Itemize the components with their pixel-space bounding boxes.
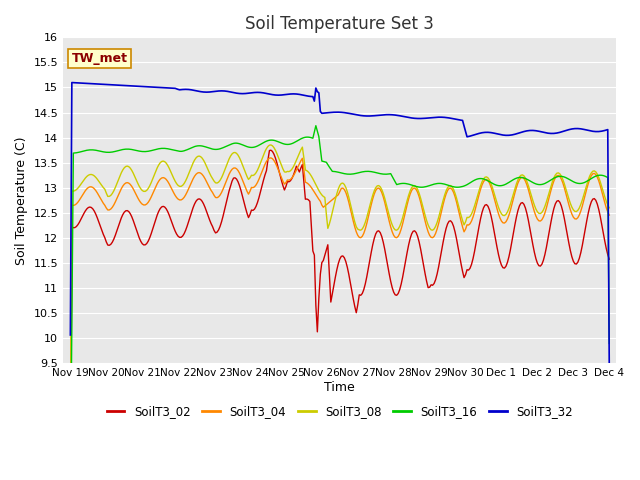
X-axis label: Time: Time — [324, 381, 355, 394]
Y-axis label: Soil Temperature (C): Soil Temperature (C) — [15, 136, 28, 264]
Title: Soil Temperature Set 3: Soil Temperature Set 3 — [245, 15, 435, 33]
Text: TW_met: TW_met — [72, 52, 127, 65]
Legend: SoilT3_02, SoilT3_04, SoilT3_08, SoilT3_16, SoilT3_32: SoilT3_02, SoilT3_04, SoilT3_08, SoilT3_… — [102, 400, 577, 423]
